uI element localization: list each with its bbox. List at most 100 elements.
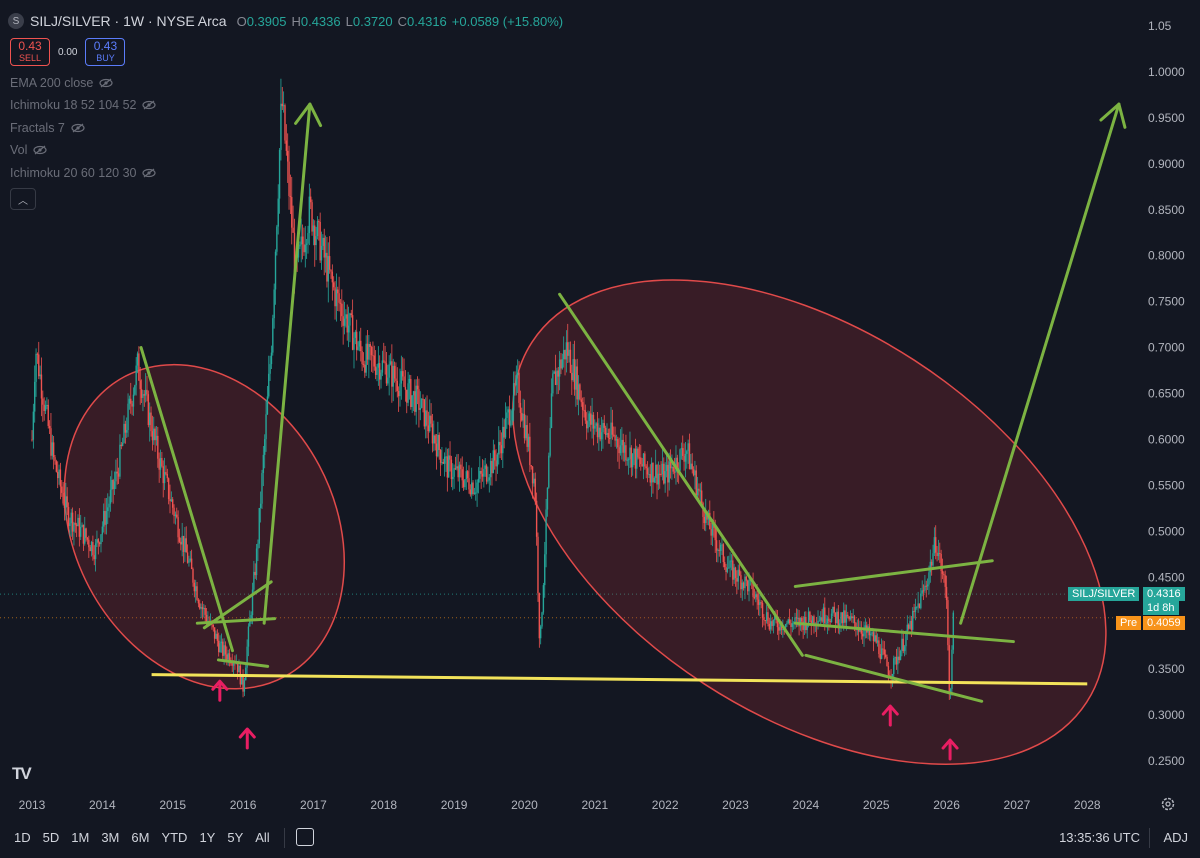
range-ytd[interactable]: YTD [161,830,188,845]
range-5y[interactable]: 5Y [227,830,244,845]
candle-body [832,606,834,614]
candle-body [372,355,374,357]
candle-body [454,468,457,470]
clock-display[interactable]: 13:35:36 UTC [1059,830,1140,845]
candle-body [288,161,290,196]
candle-body [178,537,181,542]
candle-body [857,629,860,632]
candle-body [309,196,312,203]
candle-body [314,225,316,246]
candle-body [318,221,320,223]
candle-body [78,517,81,537]
y-tick-label: 0.6500 [1148,387,1185,401]
eye-hidden-icon[interactable] [33,145,47,155]
indicator-ichimoku-2[interactable]: Ichimoku 20 60 120 30 [10,166,157,180]
candle-body [136,353,139,366]
candle-body [947,600,949,646]
candle-body [316,221,319,237]
candle-body [746,580,749,592]
candle-body [204,608,206,615]
indicator-ichimoku-1[interactable]: Ichimoku 18 52 104 52 [10,98,157,112]
buy-button[interactable]: 0.43 BUY [85,38,126,66]
candle-body [351,315,354,350]
candle-body [659,473,661,475]
candle-body [558,359,561,377]
candle-body [633,448,635,454]
candle-body [70,512,72,524]
range-1d[interactable]: 1D [14,830,31,845]
range-1m[interactable]: 1M [71,830,90,845]
range-5d[interactable]: 5D [42,830,60,845]
candle-body [259,503,262,508]
candle-body [31,439,33,441]
candle-body [462,480,465,488]
candle-body [847,614,849,617]
eye-hidden-icon[interactable] [142,100,157,110]
candle-body [286,150,289,162]
candle-body [343,318,346,326]
candle-body [737,569,739,582]
gear-icon[interactable] [1160,796,1176,812]
candle-body [763,617,765,621]
candle-body [347,325,350,333]
symbol-icon[interactable]: S [8,13,24,29]
collapse-legend-button[interactable]: ︿ [10,188,36,210]
indicator-vol[interactable]: Vol [10,143,47,157]
candle-body [274,251,277,290]
eye-hidden-icon[interactable] [99,78,113,88]
range-all[interactable]: All [255,830,270,845]
candle-body [690,463,692,469]
candle-body [77,517,79,527]
candle-body [165,472,167,475]
candle-body [81,524,83,527]
candle-body [725,567,727,573]
candle-body [117,473,120,477]
symbol-title[interactable]: SILJ/SILVER · 1W · NYSE Arca [30,13,227,29]
candle-body [401,371,404,377]
range-1y[interactable]: 1Y [199,830,216,845]
candle-body [93,555,95,560]
candle-body [606,432,608,436]
candle-body [393,365,396,379]
candle-body [162,466,164,484]
candle-body [388,364,390,378]
indicator-ema[interactable]: EMA 200 close [10,76,113,90]
y-tick-label: 0.8500 [1148,203,1185,217]
range-3m[interactable]: 3M [101,830,120,845]
adj-toggle[interactable]: ADJ [1163,830,1188,845]
candle-body [443,456,446,464]
pre-market-tag: Pre [1116,616,1142,630]
candle-body [184,538,186,552]
x-tick-label: 2028 [1074,798,1101,812]
candle-body [323,237,325,258]
candle-body [671,466,673,469]
candle-body [220,641,223,644]
range-6m[interactable]: 6M [131,830,150,845]
candle-body [709,512,711,530]
candle-body [263,439,266,455]
candle-body [851,616,853,618]
candle-body [654,464,657,478]
tradingview-logo-icon[interactable]: TV [12,764,32,783]
price-chart[interactable]: 1.05 1.0000 0.9500 0.9000 0.8500 0.8000 0.7500… [0,0,1200,822]
eye-hidden-icon[interactable] [142,168,157,178]
indicator-fractals[interactable]: Fractals 7 [10,121,85,135]
toolbar-divider [284,828,285,848]
candle-body [918,603,921,609]
candle-body [200,607,202,609]
candle-body [700,490,703,503]
candle-body [369,344,371,347]
candle-body [561,359,564,369]
candle-body [872,632,875,642]
calendar-icon[interactable] [296,828,314,846]
eye-hidden-icon[interactable] [71,123,85,133]
trend-line [139,346,234,653]
candle-body [901,638,903,651]
candle-body [324,252,327,258]
sell-button[interactable]: 0.43 SELL [10,38,50,66]
candle-body [334,287,336,307]
candle-body [177,517,179,538]
y-tick-label: 0.4500 [1148,570,1185,584]
candle-body [496,454,499,467]
candle-body [498,441,500,455]
